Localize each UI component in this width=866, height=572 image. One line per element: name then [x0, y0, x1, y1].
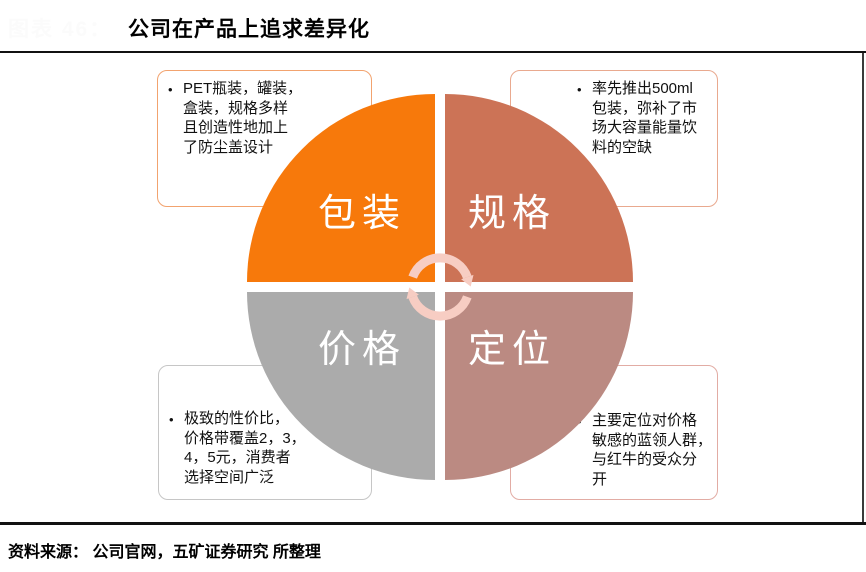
callout-positioning-text: 主要定位对价格 敏感的蓝领人群， 与红牛的受众分 开: [592, 412, 713, 488]
footer-divider: [0, 522, 866, 525]
figure-number-label: 图表 46：: [8, 18, 113, 41]
bullet-icon: •: [577, 82, 582, 97]
cycle-arc-bottom: [408, 295, 472, 321]
quadrant-pie: [247, 94, 633, 480]
callout-spec-text: 率先推出500ml 包装，弥补了市 场大容量能量饮 料的空缺: [592, 80, 698, 156]
cycle-arrowhead-right: [461, 274, 474, 287]
cycle-arc-top: [408, 253, 472, 279]
title-divider: [0, 51, 866, 53]
cycle-arrows-icon: [406, 253, 474, 321]
label-positioning: 定位: [467, 329, 556, 371]
callout-price-text: 极致的性价比， 价格带覆盖2，3， 4，5元，消费者 选择空间广泛: [184, 410, 306, 486]
bullet-icon: •: [169, 412, 174, 427]
page-title: 公司在产品上追求差异化: [128, 18, 370, 41]
quadrant-packaging: [247, 94, 435, 282]
source-note: 资料来源： 公司官网，五矿证券研究 所整理: [8, 544, 321, 561]
quadrant-spec: [445, 94, 633, 282]
quadrant-positioning: [445, 292, 633, 480]
label-spec: 规格: [467, 193, 556, 235]
bullet-icon: •: [168, 82, 173, 97]
right-edge-divider: [862, 53, 864, 523]
callout-packaging-text: PET瓶装，罐装， 盒装，规格多样 且创造性地加上 了防尘盖设计: [183, 80, 303, 156]
cycle-arrowhead-left: [406, 287, 419, 300]
label-price: 价格: [317, 329, 406, 371]
quadrant-price: [247, 292, 435, 480]
label-packaging: 包装: [317, 193, 406, 235]
